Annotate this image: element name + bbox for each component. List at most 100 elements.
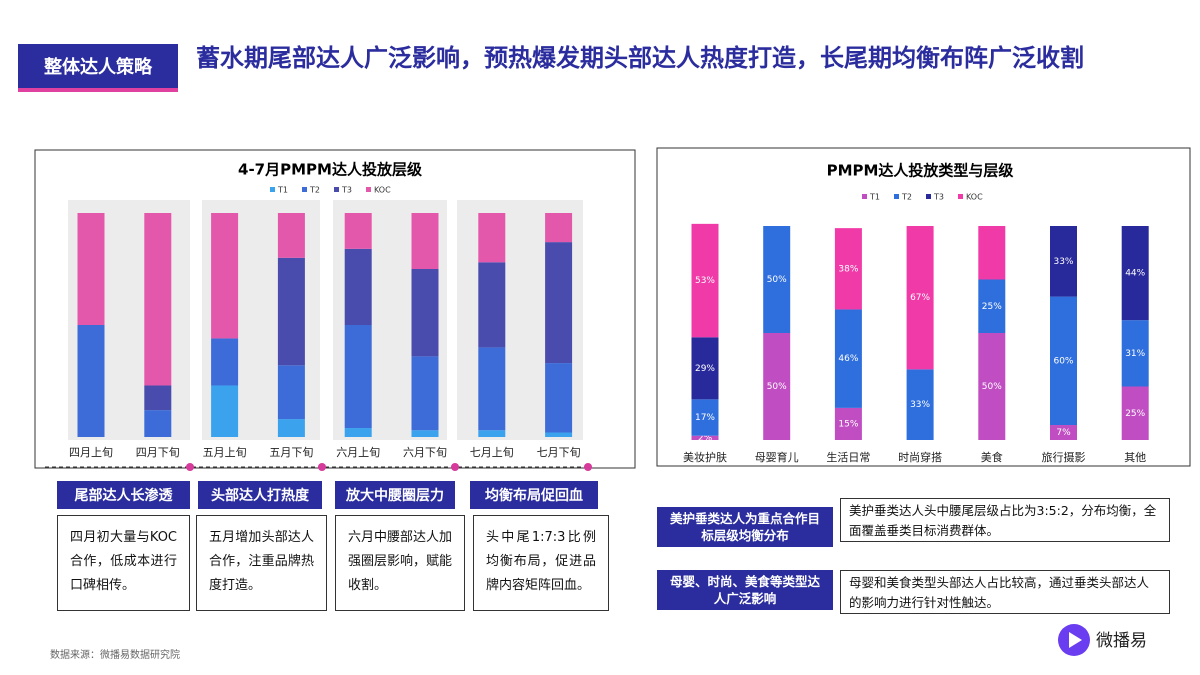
timeline-dot [451,463,459,471]
legend-swatch [302,187,307,192]
bar-segment [1121,226,1149,321]
bar-segment [344,428,372,437]
x-tick-label: 四月上旬 [69,446,113,459]
value-label: 50% [767,382,787,392]
bar-segment [277,365,305,420]
bar-segment [277,257,305,366]
phase-title: 均衡布局促回血 [470,481,598,509]
x-tick-label: 七月上旬 [470,446,514,459]
value-label: 25% [1125,409,1145,419]
value-label: 60% [1053,356,1073,366]
bar-segment [344,325,372,429]
legend-label: T1 [277,186,288,195]
bar-segment [1050,226,1077,297]
legend-label: KOC [374,186,391,195]
bar-segment [144,410,172,437]
bar-segment [411,213,439,269]
bar-segment [691,337,719,400]
value-label: 67% [910,293,930,303]
value-label: 50% [982,382,1002,392]
x-tick-label: 生活日常 [826,450,870,464]
insight-text: 美护垂类达人头中腰尾层级占比为3:5:2，分布均衡，全面覆盖垂类目标消费群体。 [840,498,1170,542]
insight-label: 美护垂类达人为重点合作目标层级均衡分布 [657,507,833,547]
bar-segment [763,226,791,333]
value-label: 2% [698,433,713,443]
bar-segment [478,347,506,431]
logo-icon [1069,632,1082,648]
value-label: 7% [1056,428,1071,438]
value-label: 31% [1125,349,1145,359]
value-label: 17% [695,413,715,423]
bar-segment [144,385,172,411]
bar-segment [834,407,862,440]
bar-segment [211,385,239,437]
legend-label: T1 [869,193,880,202]
chart-title: PMPM达人投放类型与层级 [827,162,1015,180]
value-label: 44% [1125,269,1145,279]
bar-segment [411,430,439,437]
bar-segment [691,399,719,436]
value-label: 29% [695,364,715,374]
bar-segment [978,226,1006,280]
phase-text: 四月初大量与KOC合作，低成本进行口碑相传。 [57,515,190,611]
bar-segment [211,213,239,339]
value-label: 38% [838,264,858,274]
bar-segment [1121,386,1149,440]
x-tick-label: 旅行摄影 [1042,450,1086,464]
value-label: 33% [1053,257,1073,267]
legend-label: KOC [966,193,983,202]
legend-swatch [958,194,963,199]
x-tick-label: 六月上旬 [336,446,380,459]
x-tick-label: 六月下旬 [403,446,447,459]
legend-swatch [862,194,867,199]
bar-segment [906,369,934,440]
legend-swatch [334,187,339,192]
bar-segment [77,325,105,437]
timeline-dot [318,463,326,471]
value-label: 25% [982,302,1002,312]
bar-segment [411,356,439,431]
value-label: 15% [838,419,858,429]
bar-segment [834,228,862,310]
legend-swatch [926,194,931,199]
phase-text: 头中尾1:7:3比例均衡布局，促进品牌内容矩阵回血。 [473,515,609,611]
phase-title: 放大中腰圈层力 [335,481,455,509]
insight-text: 母婴和美食类型头部达人占比较高，通过垂类头部达人的影响力进行针对性触达。 [840,570,1170,614]
title: 蓄水期尾部达人广泛影响，预热爆发期头部达人热度打造，长尾期均衡布阵广泛收割 [196,44,1084,72]
x-tick-label: 四月下旬 [136,446,180,459]
legend-label: T2 [901,193,912,202]
bar-segment [691,223,719,338]
bar-segment [978,333,1006,440]
bar-segment [77,213,105,325]
bar-segment [478,213,506,263]
bar-segment [1050,296,1077,426]
value-label: 50% [767,275,787,285]
bar-segment [144,213,172,386]
x-tick-label: 五月上旬 [203,446,247,459]
bar-segment [763,333,791,440]
bar-segment [545,363,573,433]
bar-segment [411,269,439,357]
bar-segment [834,309,862,408]
value-label: 33% [910,400,930,410]
legend-label: T3 [341,186,352,195]
bar-segment [277,419,305,437]
bar-segment [906,226,934,370]
legend-label: T2 [309,186,320,195]
timeline-dot [186,463,194,471]
value-label: 53% [695,276,715,286]
bar-segment [545,432,573,437]
bar-segment [211,338,239,386]
source: 数据来源：微播易数据研究院 [50,648,180,661]
legend-swatch [270,187,275,192]
phase-title: 头部达人打热度 [198,481,322,509]
x-tick-label: 母婴育儿 [755,450,799,464]
legend-swatch [894,194,899,199]
bar-segment [277,213,305,258]
x-tick-label: 美食 [981,450,1003,464]
bar-segment [478,430,506,437]
chart-title: 4-7月PMPM达人投放层级 [238,161,423,179]
bar-segment [691,435,719,440]
